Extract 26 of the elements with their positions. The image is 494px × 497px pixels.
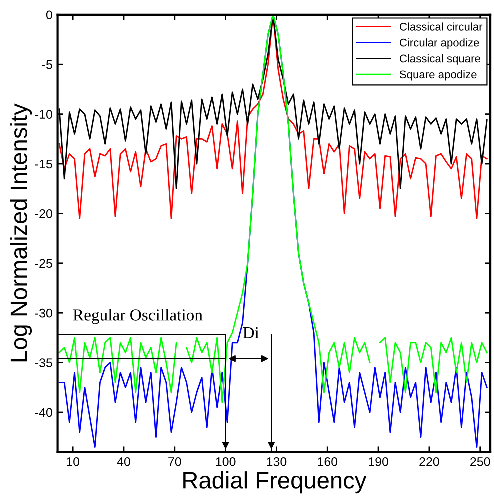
y-tick-label: 0 — [46, 10, 52, 20]
y-tick-label: -15 — [35, 160, 52, 169]
x-tick-label: 220 — [420, 457, 440, 466]
x-tick-label: 100 — [216, 457, 236, 466]
y-tick-label: -10 — [35, 110, 52, 119]
y-tick-label: -35 — [35, 358, 52, 368]
y-tick-label: -30 — [35, 308, 52, 318]
x-tick-label: 250 — [470, 457, 490, 466]
x-tick-label: 160 — [318, 457, 338, 466]
x-tick-label: 70 — [168, 457, 182, 466]
y-tick-label: -25 — [35, 259, 52, 268]
legend-label: Classical circular — [400, 22, 483, 31]
annotation: Di — [243, 327, 260, 338]
y-tick-label: -5 — [42, 60, 52, 70]
legend-label: Classical square — [400, 54, 480, 65]
x-tick-label: 40 — [117, 457, 130, 466]
x-tick-label: 190 — [369, 457, 388, 466]
x-axis-title: Radial Frequency — [184, 472, 367, 494]
x-tick-label: 10 — [67, 457, 80, 466]
y-axis-title: Log Normalized Intensity — [10, 104, 32, 362]
annotation: Regular Oscillation — [73, 309, 203, 324]
legend-label: Circular apodize — [400, 38, 480, 49]
legend-label: Square apodize — [400, 70, 477, 81]
x-tick-label: 130 — [267, 457, 287, 466]
y-tick-label: -40 — [35, 408, 52, 418]
y-tick-label: -20 — [35, 210, 52, 218]
